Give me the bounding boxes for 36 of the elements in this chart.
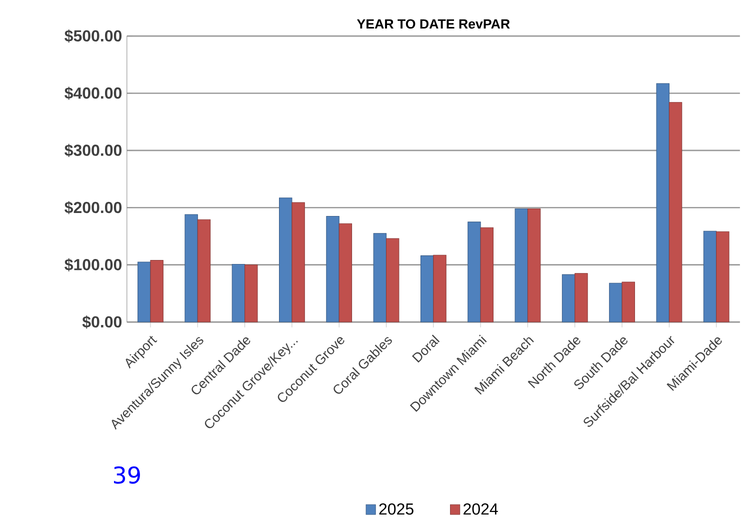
bar <box>138 262 151 322</box>
bar <box>420 255 434 322</box>
bar <box>292 202 305 322</box>
bar <box>468 222 481 322</box>
legend-label: 2024 <box>464 503 498 515</box>
bar <box>527 208 541 322</box>
text: 39 <box>114 466 140 484</box>
bar <box>386 238 400 322</box>
bar <box>609 282 622 322</box>
bar <box>373 233 387 322</box>
y-tick-label: $200.00 <box>64 201 122 214</box>
y-tick-label: $500.00 <box>64 30 122 43</box>
bar <box>668 102 682 322</box>
y-tick-label: $0.00 <box>82 316 122 329</box>
legend-label: 2025 <box>379 503 414 515</box>
bar <box>716 231 730 322</box>
bar <box>338 223 352 322</box>
y-tick-label: $300.00 <box>64 144 122 158</box>
y-tick-label: $400.00 <box>64 86 122 100</box>
bar <box>480 227 494 322</box>
bar <box>703 230 717 322</box>
bar <box>562 274 576 322</box>
bar <box>244 264 258 322</box>
bar <box>433 254 446 322</box>
bar <box>514 208 528 322</box>
bar <box>184 214 198 322</box>
bar <box>232 264 246 322</box>
bar <box>656 83 670 322</box>
y-tick-label: $100.00 <box>64 258 122 272</box>
chart-title: YEAR TO DATE RevPAR <box>356 19 510 29</box>
bar <box>197 219 211 322</box>
bar <box>150 260 164 322</box>
bar <box>326 216 340 322</box>
bar <box>622 282 635 322</box>
bar <box>279 198 292 322</box>
bar <box>574 273 588 322</box>
